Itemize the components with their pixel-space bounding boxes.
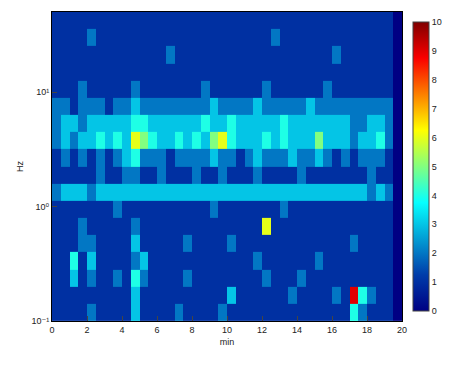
svg-text:7: 7 [432,104,437,114]
svg-text:4: 4 [119,325,124,335]
svg-text:3: 3 [432,219,437,229]
svg-text:9: 9 [432,46,437,56]
svg-text:18: 18 [362,325,372,335]
svg-text:6: 6 [154,325,159,335]
svg-text:14: 14 [292,325,302,335]
svg-text:20: 20 [397,325,407,335]
svg-text:8: 8 [189,325,194,335]
svg-text:4: 4 [432,191,437,201]
svg-text:0: 0 [49,325,54,335]
svg-text:2: 2 [432,248,437,258]
svg-text:2: 2 [84,325,89,335]
svg-text:10⁻¹: 10⁻¹ [31,316,49,326]
svg-text:10⁰: 10⁰ [36,202,50,212]
svg-text:10: 10 [432,17,442,27]
svg-text:5: 5 [432,162,437,172]
svg-text:12: 12 [257,325,267,335]
svg-text:0: 0 [432,306,437,316]
svg-text:1: 1 [432,277,437,287]
svg-text:min: min [220,337,235,347]
svg-text:10: 10 [222,325,232,335]
svg-text:Hz: Hz [15,161,25,172]
svg-text:16: 16 [327,325,337,335]
svg-text:6: 6 [432,133,437,143]
svg-text:10¹: 10¹ [36,87,49,97]
svg-text:8: 8 [432,75,437,85]
